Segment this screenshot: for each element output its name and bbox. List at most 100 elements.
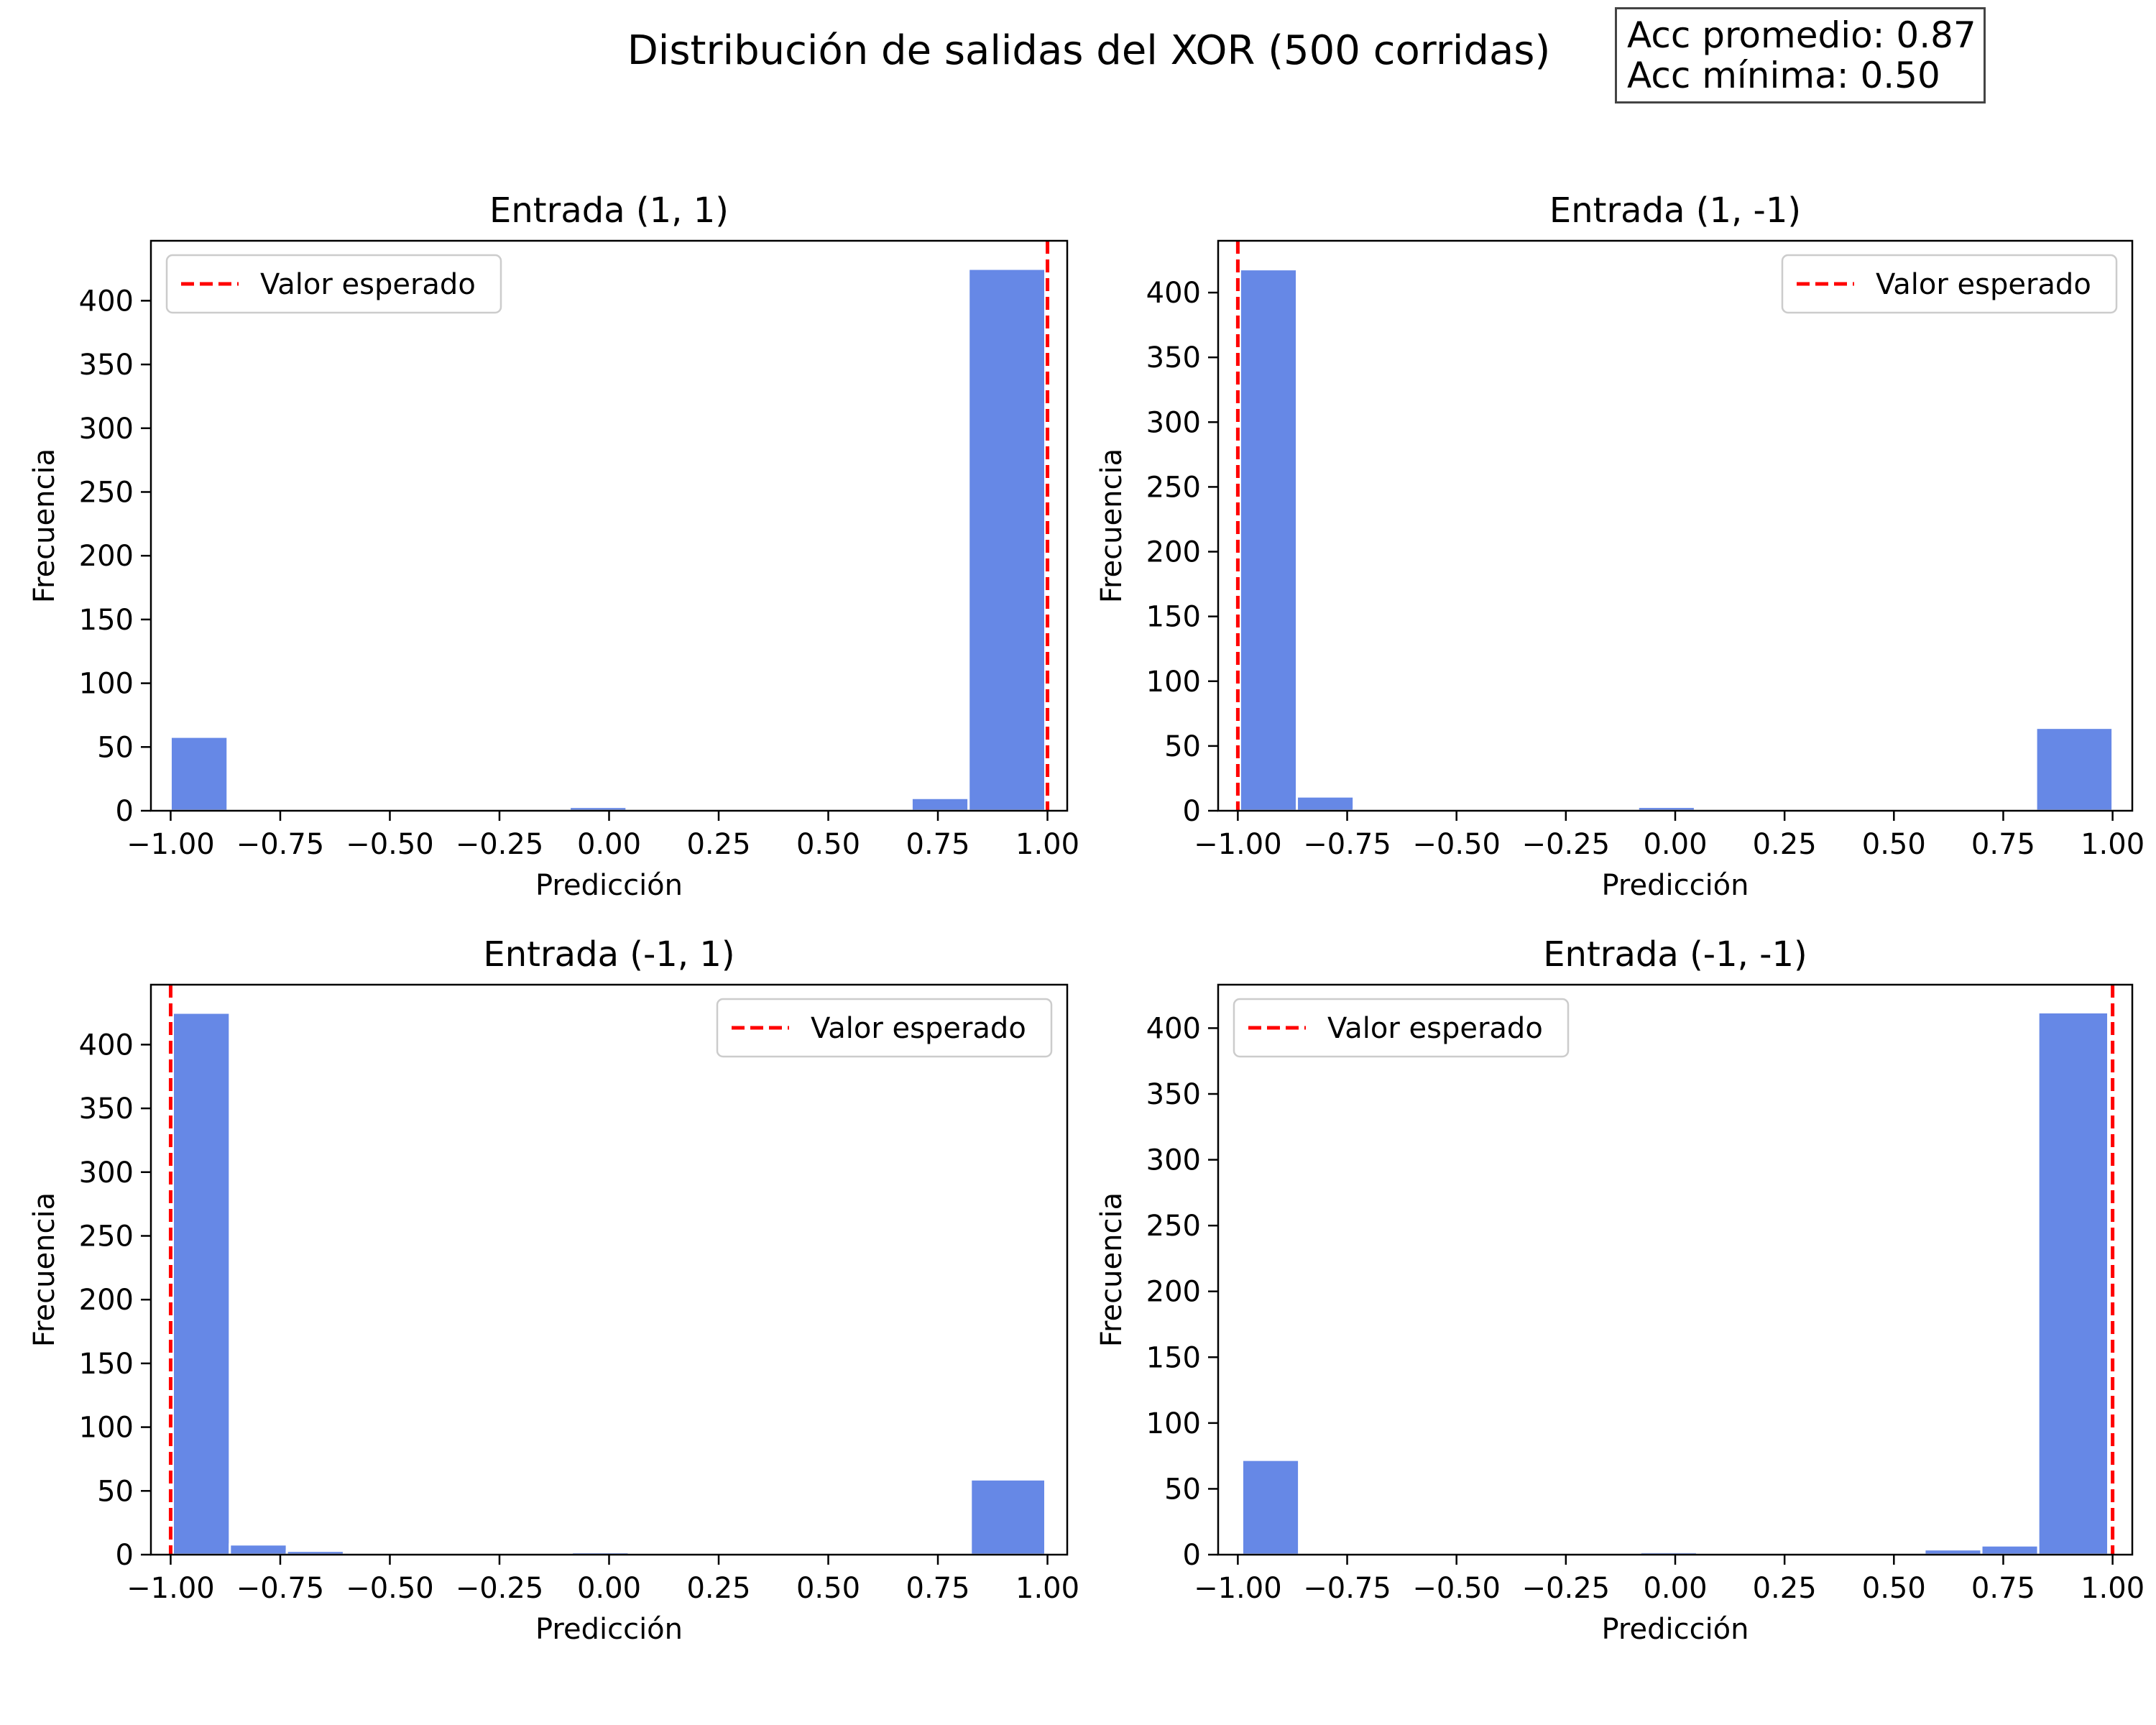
y-axis-label: Frecuencia xyxy=(1095,1192,1128,1347)
y-axis-label: Frecuencia xyxy=(28,1192,61,1347)
legend-frame xyxy=(1781,254,2118,314)
legend-frame xyxy=(1233,998,1570,1058)
histogram-bar xyxy=(910,796,970,812)
legend: Valor esperado xyxy=(1781,254,2118,314)
histogram-bar xyxy=(969,1478,1046,1556)
histogram-bar xyxy=(967,267,1046,812)
x-tick-label: −0.75 xyxy=(236,1572,325,1605)
y-tick-label: 400 xyxy=(1146,1012,1201,1045)
y-axis-label: Frecuencia xyxy=(28,448,61,603)
stats-box: Acc promedio: 0.87 Acc mínima: 0.50 xyxy=(1615,7,1986,104)
y-tick-label: 350 xyxy=(1146,1078,1201,1111)
y-tick-label: 100 xyxy=(79,668,134,701)
x-tick-label: 0.50 xyxy=(796,828,860,861)
histogram-bar xyxy=(1240,1458,1301,1556)
x-tick-label: −0.50 xyxy=(346,828,434,861)
panel-title: Entrada (-1, 1) xyxy=(483,934,734,975)
legend-frame xyxy=(165,254,502,314)
x-tick-label: −0.75 xyxy=(236,828,325,861)
y-tick-label: 100 xyxy=(1146,1407,1201,1440)
axes-frame xyxy=(149,983,1069,1556)
x-tick-label: −0.75 xyxy=(1303,828,1391,861)
x-axis-label: Predicción xyxy=(1601,869,1749,902)
y-tick-label: 50 xyxy=(1164,1473,1201,1506)
y-tick-label: 350 xyxy=(79,1092,134,1126)
x-tick-label: 0.25 xyxy=(1753,1572,1817,1605)
panel-title: Entrada (1, -1) xyxy=(1549,190,1801,231)
y-tick-label: 400 xyxy=(1146,277,1201,310)
y-tick-label: 400 xyxy=(79,285,134,318)
x-tick-label: 1.00 xyxy=(1015,1572,1079,1605)
x-tick-label: −0.50 xyxy=(346,1572,434,1605)
x-tick-label: −1.00 xyxy=(1194,1572,1282,1605)
y-tick-label: 300 xyxy=(79,1156,134,1190)
x-tick-label: −0.25 xyxy=(456,828,544,861)
x-axis-label: Predicción xyxy=(1601,1613,1749,1646)
y-tick-label: 100 xyxy=(1146,666,1201,699)
y-tick-label: 100 xyxy=(79,1412,134,1445)
y-tick-label: 200 xyxy=(1146,1276,1201,1309)
y-tick-label: 300 xyxy=(1146,1144,1201,1177)
x-tick-label: 0.50 xyxy=(1862,1572,1926,1605)
x-tick-label: 0.00 xyxy=(1643,828,1707,861)
x-tick-label: −0.75 xyxy=(1303,1572,1391,1605)
x-tick-label: 1.00 xyxy=(2081,828,2145,861)
legend: Valor esperado xyxy=(165,254,502,314)
x-tick-label: 0.25 xyxy=(686,1572,750,1605)
axes-frame xyxy=(1217,239,2134,812)
x-tick-label: −1.00 xyxy=(126,828,215,861)
legend-label: Valor esperado xyxy=(1876,268,2091,301)
y-tick-label: 0 xyxy=(1183,795,1201,828)
x-tick-label: −1.00 xyxy=(1194,828,1282,861)
x-tick-label: 0.25 xyxy=(1753,828,1817,861)
x-tick-label: −0.25 xyxy=(456,1572,544,1605)
figure-title: Distribución de salidas del XOR (500 cor… xyxy=(627,27,1551,74)
x-tick-label: 0.50 xyxy=(796,1572,860,1605)
legend: Valor esperado xyxy=(1233,998,1570,1058)
stats-min-accuracy: Acc mínima: 0.50 xyxy=(1627,55,1940,96)
legend: Valor esperado xyxy=(716,998,1053,1058)
y-tick-label: 0 xyxy=(116,795,134,828)
histogram-bar xyxy=(229,1543,288,1556)
y-tick-label: 300 xyxy=(79,413,134,446)
y-tick-label: 350 xyxy=(1146,341,1201,374)
x-axis-label: Predicción xyxy=(535,869,683,902)
x-tick-label: 0.00 xyxy=(577,828,641,861)
legend-label: Valor esperado xyxy=(1327,1012,1543,1045)
histogram-bar xyxy=(1296,795,1355,812)
histogram-bar xyxy=(172,1011,231,1556)
x-tick-label: 0.00 xyxy=(577,1572,641,1605)
panel-3: −1.00 −0.75 −0.50 −0.25 0.00 0.25 0.50 0.75 1.00… xyxy=(28,934,1079,1646)
x-tick-label: −0.50 xyxy=(1412,1572,1501,1605)
y-tick-label: 50 xyxy=(97,1475,134,1508)
histogram-bar xyxy=(1238,268,1299,812)
panel-4: −1.00 −0.75 −0.50 −0.25 0.00 0.25 0.50 0.75 1.00… xyxy=(1095,934,2145,1646)
histogram-bar xyxy=(2035,727,2114,812)
axes-frame xyxy=(1217,983,2134,1556)
panel-2: −1.00 −0.75 −0.50 −0.25 0.00 0.25 0.50 0.75 1.00… xyxy=(1095,190,2145,902)
y-tick-label: 50 xyxy=(1164,730,1201,763)
y-tick-label: 200 xyxy=(1146,536,1201,569)
legend-label: Valor esperado xyxy=(811,1012,1026,1045)
y-tick-label: 250 xyxy=(79,476,134,509)
y-tick-label: 200 xyxy=(79,1284,134,1317)
x-tick-label: −1.00 xyxy=(126,1572,215,1605)
y-tick-label: 50 xyxy=(97,731,134,764)
panel-1: −1.00 −0.75 −0.50 −0.25 0.00 0.25 0.50 0.75 1.00… xyxy=(28,190,1079,902)
y-tick-label: 150 xyxy=(79,604,134,637)
y-axis-label: Frecuencia xyxy=(1095,448,1128,603)
x-tick-label: 0.00 xyxy=(1643,1572,1707,1605)
x-tick-label: 0.75 xyxy=(1971,1572,2035,1605)
y-tick-label: 0 xyxy=(1183,1539,1201,1572)
histogram-bar xyxy=(2037,1011,2110,1556)
x-tick-label: 0.75 xyxy=(906,1572,970,1605)
y-tick-label: 250 xyxy=(1146,1210,1201,1243)
legend-label: Valor esperado xyxy=(260,268,476,301)
x-tick-label: −0.50 xyxy=(1412,828,1501,861)
stats-mean-accuracy: Acc promedio: 0.87 xyxy=(1627,14,1976,56)
x-tick-label: 1.00 xyxy=(2081,1572,2145,1605)
panel-title: Entrada (-1, -1) xyxy=(1543,934,1807,975)
y-tick-label: 250 xyxy=(1146,471,1201,504)
y-tick-label: 200 xyxy=(79,540,134,573)
